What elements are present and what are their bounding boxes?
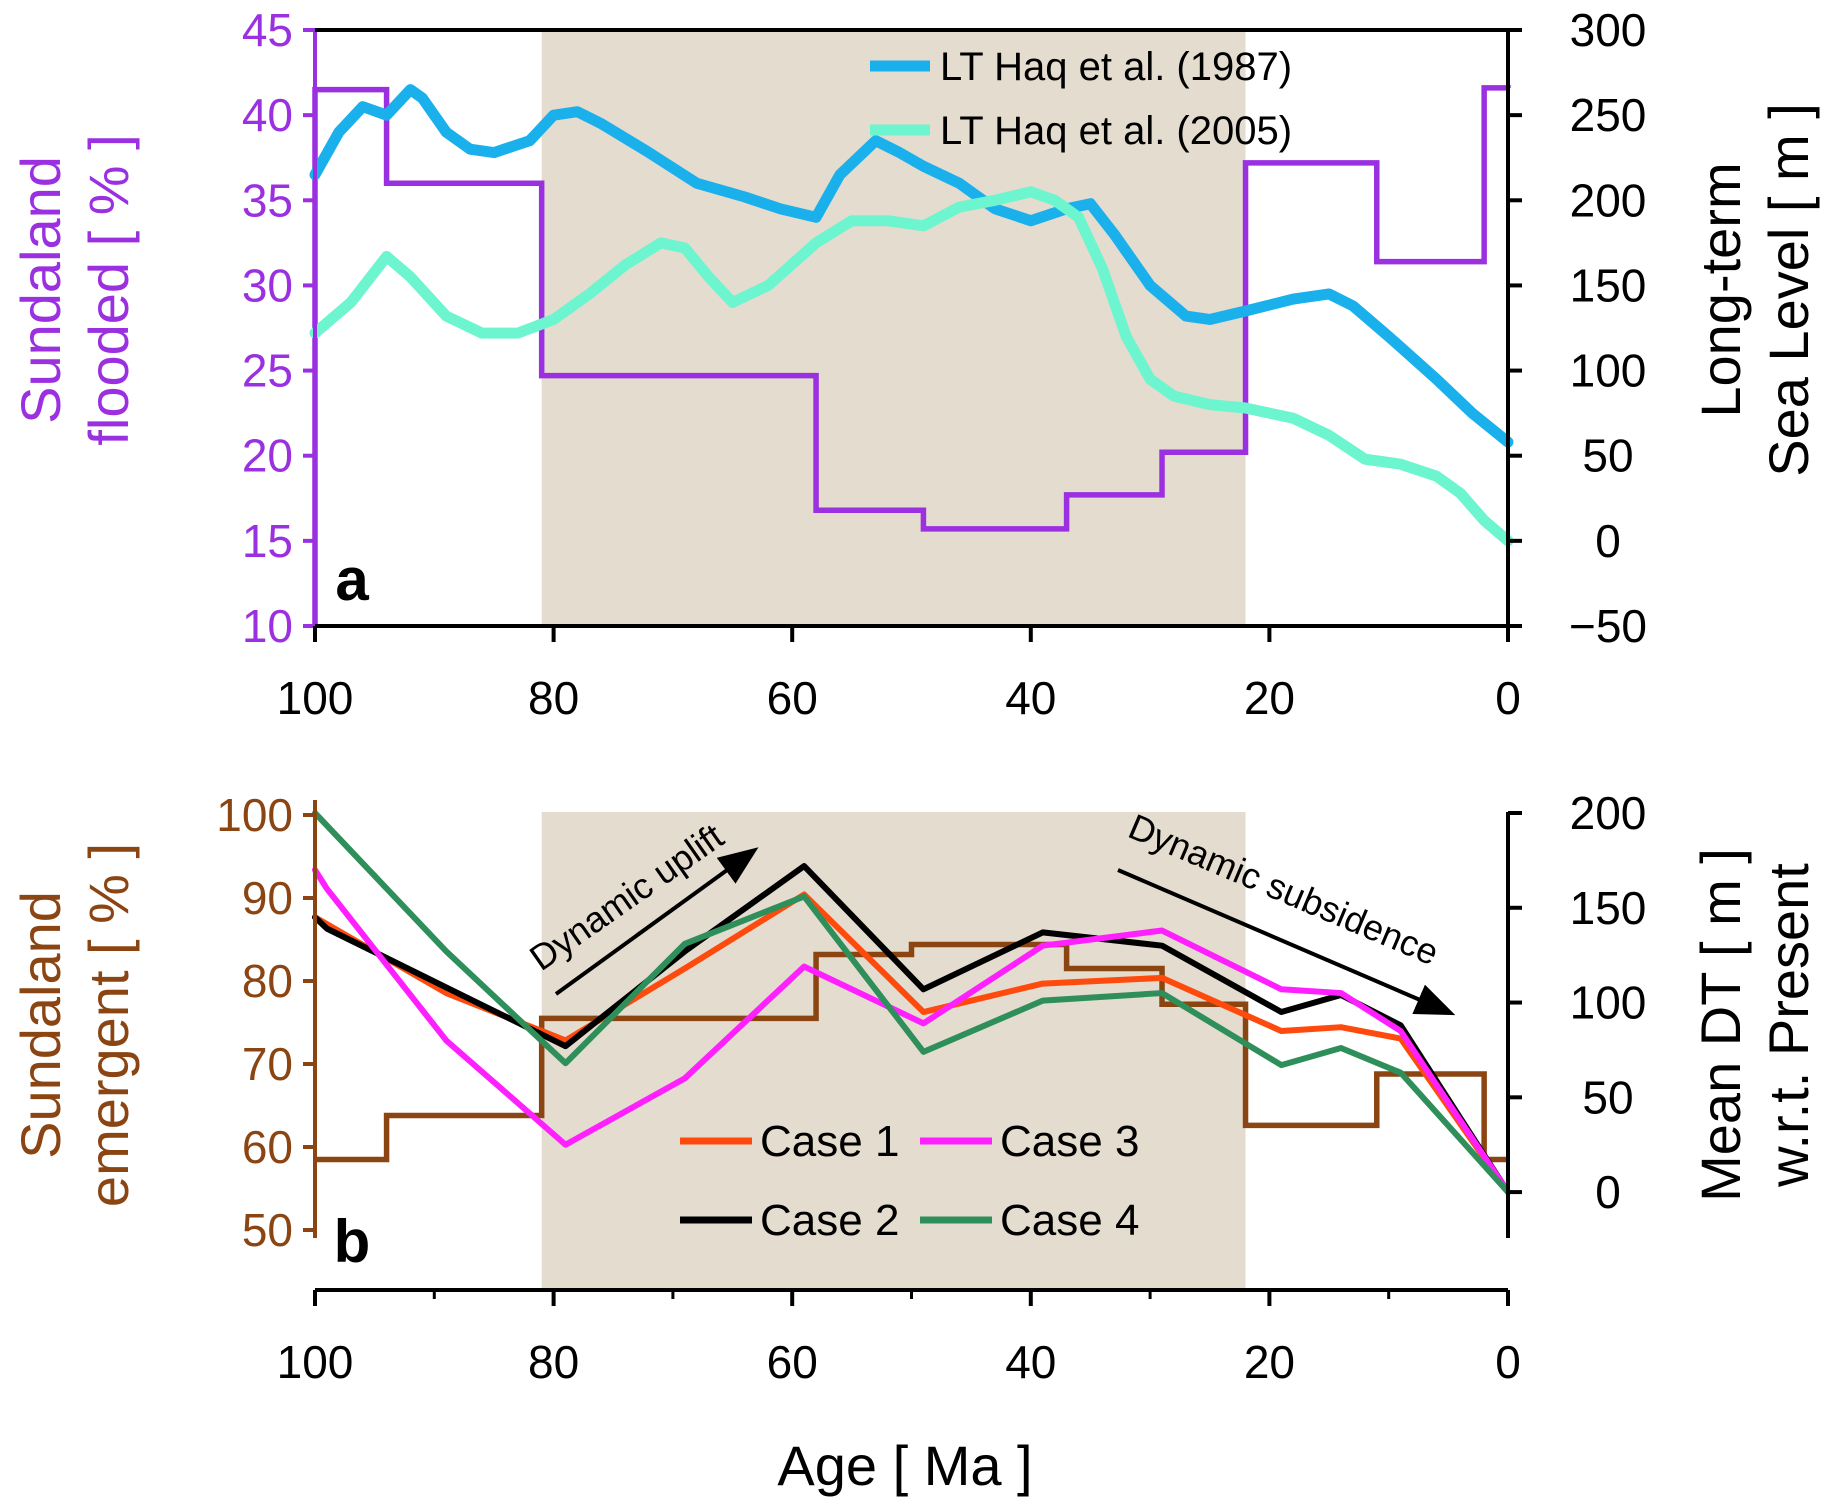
right-tick-label: 150 xyxy=(1570,259,1647,311)
x-tick-label: 100 xyxy=(277,672,354,724)
left-tick-label: 50 xyxy=(242,1204,293,1256)
right-tick-label: 0 xyxy=(1595,515,1621,567)
panel-letter: b xyxy=(334,1208,371,1275)
left-tick-label: 45 xyxy=(242,4,293,56)
left-tick-label: 80 xyxy=(242,955,293,1007)
series-line-4 xyxy=(312,810,1511,1196)
right-tick-label: 50 xyxy=(1582,1071,1633,1123)
left-axis-title: emergent [ % ] xyxy=(77,843,140,1207)
legend-label: Case 1 xyxy=(760,1117,899,1166)
x-tick-label: 60 xyxy=(767,1336,818,1388)
left-tick-label: 20 xyxy=(242,430,293,482)
legend-label: LT Haq et al. (2005) xyxy=(940,109,1292,153)
series-line-2 xyxy=(309,186,1514,547)
left-tick-label: 25 xyxy=(242,345,293,397)
right-tick-label: 200 xyxy=(1570,787,1647,839)
panel-a: 1015202530354045−50050100150200250300100… xyxy=(9,4,1820,724)
left-axis-title: flooded [ % ] xyxy=(77,134,140,445)
series-line-1 xyxy=(312,891,1511,1196)
right-tick-label: 100 xyxy=(1570,345,1647,397)
left-tick-label: 100 xyxy=(216,789,293,841)
right-tick-label: −50 xyxy=(1569,600,1647,652)
x-tick-label: 20 xyxy=(1244,1336,1295,1388)
left-tick-label: 15 xyxy=(242,515,293,567)
right-tick-label: 300 xyxy=(1570,4,1647,56)
left-tick-label: 10 xyxy=(242,600,293,652)
right-axis-title: w.r.t. Present xyxy=(1757,863,1820,1188)
right-axis-title: Mean DT [ m ] xyxy=(1689,848,1752,1202)
right-tick-label: 150 xyxy=(1570,882,1647,934)
step-series-line xyxy=(312,85,1511,626)
legend-a: LT Haq et al. (1987) LT Haq et al. (2005) xyxy=(870,45,1292,153)
legend-b: Case 1 Case 2 Case 3 Case 4 xyxy=(680,1117,1139,1245)
x-axis-title: Age [ Ma ] xyxy=(777,1434,1032,1497)
right-tick-label: 200 xyxy=(1570,174,1647,226)
right-axis-title: Sea Level [ m ] xyxy=(1757,103,1820,477)
right-tick-label: 250 xyxy=(1570,89,1647,141)
subsidence-arrow xyxy=(1117,868,1456,1016)
panel-letter: a xyxy=(335,546,369,613)
series-line-1 xyxy=(309,84,1514,448)
left-tick-label: 90 xyxy=(242,872,293,924)
right-axis-title: Long-term xyxy=(1689,162,1752,417)
right-tick-label: 100 xyxy=(1570,977,1647,1029)
right-tick-label: 0 xyxy=(1595,1166,1621,1218)
legend-label: Case 2 xyxy=(760,1196,899,1245)
x-tick-label: 40 xyxy=(1005,1336,1056,1388)
left-tick-label: 35 xyxy=(242,174,293,226)
legend-label: Case 3 xyxy=(1000,1117,1139,1166)
left-tick-label: 30 xyxy=(242,259,293,311)
x-tick-label: 0 xyxy=(1495,672,1521,724)
left-axis-title: Sundaland xyxy=(9,891,72,1159)
x-tick-label: 40 xyxy=(1005,672,1056,724)
uplift-arrow xyxy=(554,847,759,996)
legend-label: Case 4 xyxy=(1000,1196,1139,1245)
right-tick-label: 50 xyxy=(1582,430,1633,482)
x-tick-label: 80 xyxy=(528,672,579,724)
x-tick-label: 100 xyxy=(277,1336,354,1388)
left-axis-title: Sundaland xyxy=(9,156,72,424)
x-tick-label: 60 xyxy=(767,672,818,724)
legend-label: LT Haq et al. (1987) xyxy=(940,45,1292,89)
left-tick-label: 70 xyxy=(242,1038,293,1090)
x-tick-label: 80 xyxy=(528,1336,579,1388)
x-tick-label: 20 xyxy=(1244,672,1295,724)
left-tick-label: 40 xyxy=(242,89,293,141)
series-line-3 xyxy=(312,866,1511,1196)
x-tick-label: 0 xyxy=(1495,1336,1521,1388)
shaded-interval xyxy=(541,812,1246,1290)
left-tick-label: 60 xyxy=(242,1121,293,1173)
